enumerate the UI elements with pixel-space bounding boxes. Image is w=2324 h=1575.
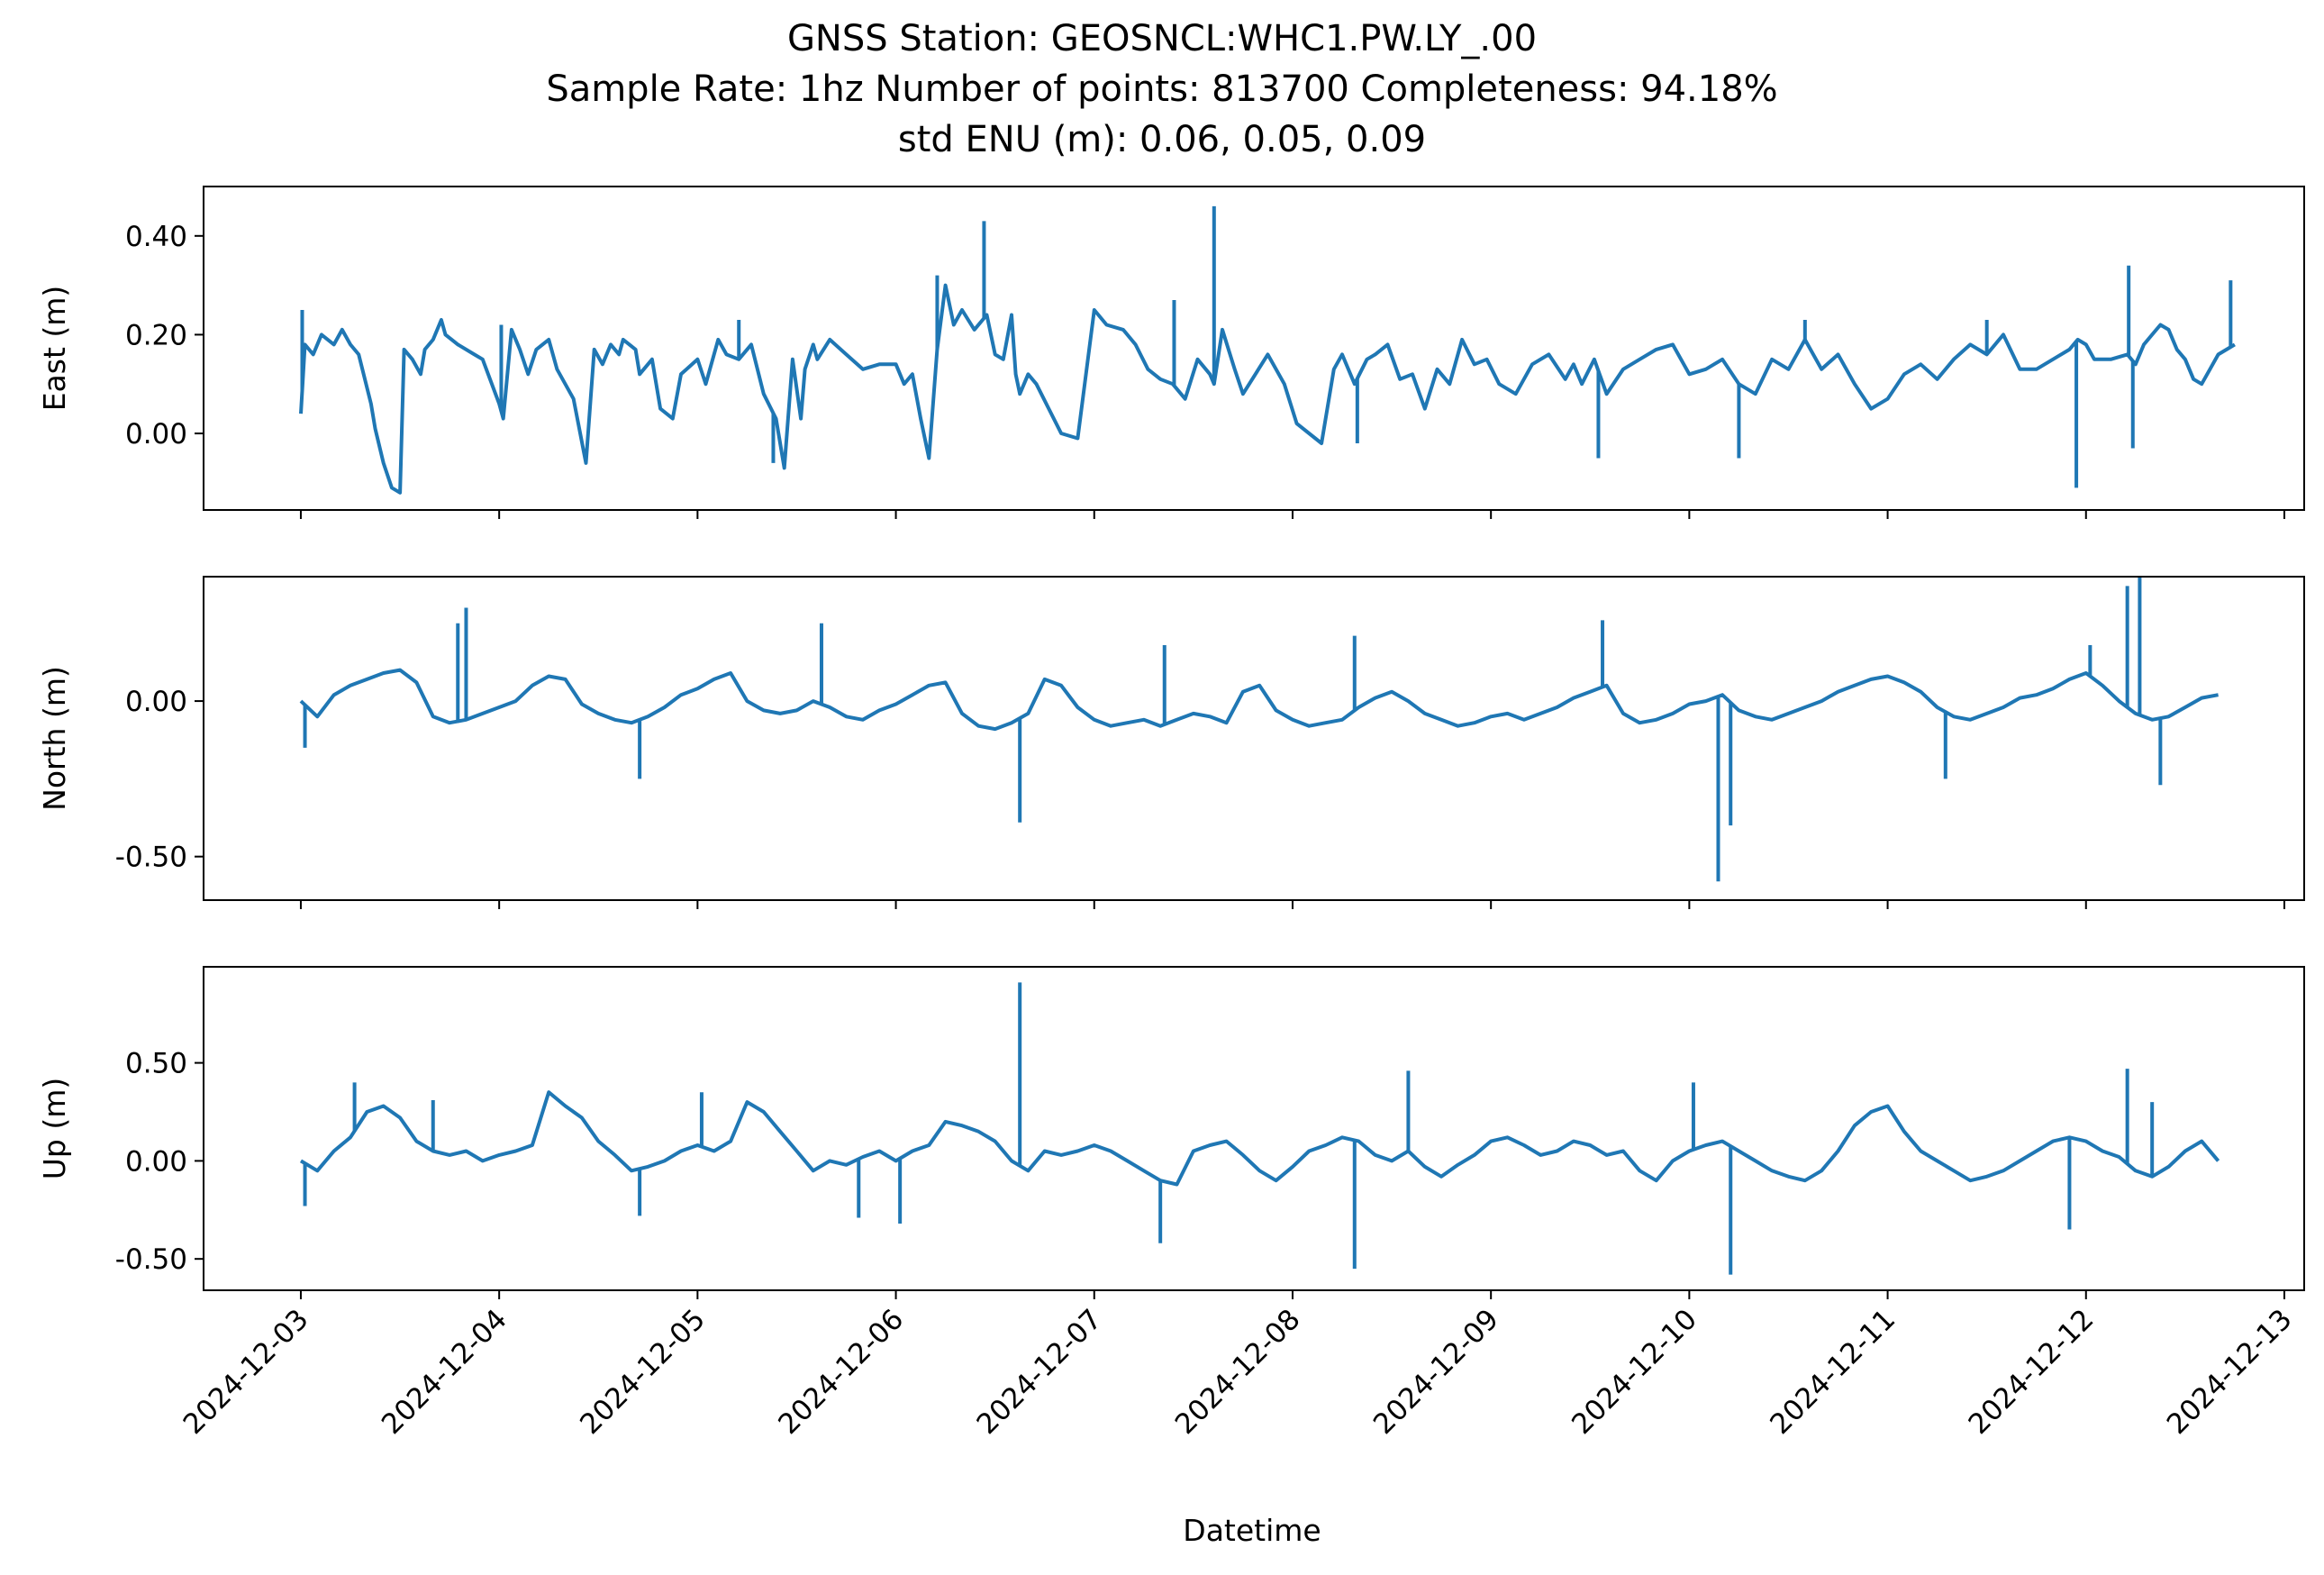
y-axis-label: East (m) <box>37 286 72 412</box>
title-line-1: GNSS Station: GEOSNCL:WHC1.PW.LY_.00 <box>787 18 1537 59</box>
chart-title: GNSS Station: GEOSNCL:WHC1.PW.LY_.00 Sam… <box>546 18 1777 160</box>
y-tick-label: 0.40 <box>125 221 187 253</box>
axes-frame <box>203 576 2305 901</box>
y-axis-label: Up (m) <box>37 1078 72 1180</box>
north-panel: 0.00 -0.50 North (m) <box>37 576 2305 909</box>
title-line-2: Sample Rate: 1hz Number of points: 81370… <box>546 68 1777 110</box>
y-tick-label: 0.50 <box>125 1048 187 1080</box>
axes-frame <box>203 966 2305 1291</box>
title-line-3: std ENU (m): 0.06, 0.05, 0.09 <box>898 119 1426 160</box>
series-line <box>299 668 2219 732</box>
series-line <box>299 1090 2220 1187</box>
y-axis-label: North (m) <box>37 666 72 811</box>
y-tick-label: 0.20 <box>125 319 187 351</box>
y-tick-label: 0.00 <box>125 686 187 718</box>
series-line <box>299 283 2236 495</box>
y-tick-label: -0.50 <box>115 1243 187 1276</box>
y-tick-label: -0.50 <box>115 842 187 874</box>
y-tick-label: 0.00 <box>125 418 187 451</box>
y-tick-label: 0.00 <box>125 1145 187 1178</box>
x-axis-label: Datetime <box>1183 1513 1321 1548</box>
up-panel: 0.50 0.00 -0.50 Up (m) <box>37 966 2305 1299</box>
east-panel: 0.00 0.20 0.40 East (m) <box>37 186 2305 519</box>
axes-frame <box>203 186 2305 511</box>
